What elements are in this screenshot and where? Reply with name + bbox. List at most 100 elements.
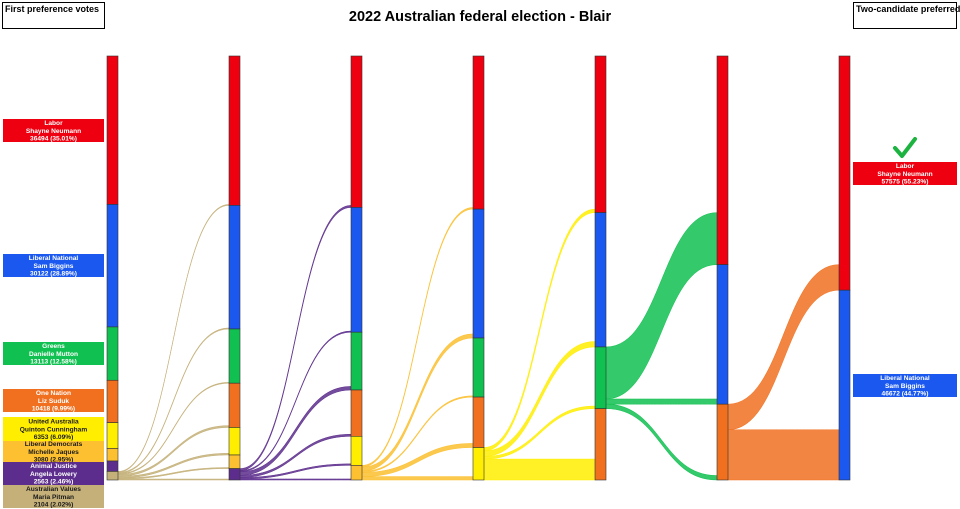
bar-layer [106, 55, 851, 481]
bar-onp-round-6 [716, 403, 729, 481]
first-pref-lab-result: 36494 (35.01%) [30, 135, 77, 142]
flow-avp-to-lab-round-1 [117, 204, 230, 473]
tcp-lab-result: 57575 (55.23%) [882, 178, 929, 185]
first-preference-header: First preference votes [2, 2, 105, 29]
tcp-lab-name: Shayne Neumann [877, 171, 932, 178]
first-pref-grn-box [3, 342, 104, 365]
first-pref-ajp-party: Animal Justice [30, 463, 77, 470]
first-pref-ajp-name: Angela Lowery [30, 471, 77, 478]
flow-grn-to-lab-round-5 [605, 212, 718, 400]
bar-onp-round-1 [106, 379, 119, 423]
first-pref-grn-name: Danielle Mutton [29, 351, 78, 358]
first-pref-ldp-party: Liberal Democrats [25, 441, 83, 448]
bar-lab-round-2 [228, 55, 241, 206]
bar-grn-round-4 [472, 337, 485, 398]
first-pref-lnp-box [3, 254, 104, 277]
bar-lab-round-6 [716, 55, 729, 265]
flow-ajp-to-lnp-round-2 [239, 330, 352, 473]
first-pref-uap-name: Quinton Cunningham [20, 426, 88, 433]
flow-onp-to-lab-round-6 [727, 264, 840, 430]
tcp-lnp-box [853, 374, 957, 397]
flow-ajp-to-grn-round-2 [239, 386, 352, 476]
first-preference-header-label: First preference votes [5, 4, 99, 14]
first-pref-lab-party: Labor [44, 120, 63, 127]
flow-uap-to-onp-round-4 [483, 458, 596, 481]
bar-lab-round-7 [838, 55, 851, 291]
bar-onp-round-3 [350, 389, 363, 437]
bar-uap-round-4 [472, 447, 485, 481]
bar-uap-round-3 [350, 436, 363, 466]
bar-ldp-round-3 [350, 465, 363, 481]
bar-lnp-round-3 [350, 207, 363, 333]
bar-uap-round-2 [228, 427, 241, 456]
first-pref-avp-party: Australian Values [26, 486, 81, 493]
flow-onp-to-lnp-round-6 [727, 429, 840, 481]
bar-lab-round-5 [594, 55, 607, 213]
bar-lnp-round-6 [716, 264, 729, 405]
first-pref-lnp-party: Liberal National [29, 255, 79, 262]
flow-uap-to-lab-round-4 [483, 208, 596, 452]
bar-lnp-round-4 [472, 208, 485, 339]
first-pref-lab-name: Shayne Neumann [26, 128, 81, 135]
bar-grn-round-2 [228, 328, 241, 384]
first-pref-ldp-result: 3080 (2.95%) [34, 456, 74, 463]
two-candidate-header-label: Two-candidate preferred [856, 4, 960, 14]
chart-title: 2022 Australian federal election - Blair [349, 9, 612, 25]
bar-onp-round-5 [594, 408, 607, 481]
bar-grn-round-1 [106, 326, 119, 381]
first-pref-ajp-box [3, 462, 104, 485]
first-pref-onp-party: One Nation [36, 390, 71, 397]
first-pref-ajp-result: 2563 (2.46%) [34, 478, 74, 485]
bar-lab-round-4 [472, 55, 485, 210]
first-pref-uap-result: 6353 (6.09%) [34, 434, 74, 441]
flow-grn-to-onp-round-5 [605, 403, 718, 481]
first-pref-lab-box [3, 119, 104, 142]
flow-ajp-to-ldp-round-2 [239, 478, 352, 481]
bar-onp-round-2 [228, 382, 241, 428]
tcp-lnp-name: Sam Biggins [885, 383, 925, 390]
flow-ldp-to-uap-round-3 [361, 476, 474, 481]
bar-lab-round-1 [106, 55, 119, 205]
bar-lab-round-3 [350, 55, 363, 208]
first-pref-onp-result: 10418 (9.99%) [32, 405, 75, 412]
bar-grn-round-5 [594, 346, 607, 409]
first-pref-uap-box [3, 417, 104, 441]
bar-ldp-round-2 [228, 454, 241, 469]
flow-grn-to-lnp-round-5 [605, 398, 718, 405]
bar-ajp-round-2 [228, 468, 241, 481]
bar-ldp-round-1 [106, 448, 119, 462]
first-pref-uap-party: United Australia [28, 419, 79, 426]
first-pref-lnp-result: 30122 (28.89%) [30, 270, 77, 277]
first-pref-avp-name: Maria Pitman [33, 494, 74, 501]
first-pref-avp-result: 2104 (2.02%) [34, 501, 74, 508]
first-pref-grn-party: Greens [42, 343, 65, 350]
bar-grn-round-3 [350, 331, 363, 391]
first-pref-onp-name: Liz Suduk [38, 398, 69, 405]
first-pref-lnp-name: Sam Biggins [34, 263, 74, 270]
flow-ldp-to-lnp-round-3 [361, 333, 474, 472]
tcp-lab-box [853, 162, 957, 185]
first-pref-onp-box [3, 389, 104, 412]
tcp-lnp-result: 46672 (44.77%) [882, 390, 929, 397]
bar-lnp-round-1 [106, 204, 119, 328]
bar-lnp-round-7 [838, 289, 851, 481]
flow-ldp-to-onp-round-3 [361, 443, 474, 477]
bar-avp-round-1 [106, 471, 119, 481]
tcp-lab-party: Labor [896, 163, 915, 170]
first-pref-ldp-name: Michelle Jaques [28, 449, 79, 456]
two-candidate-header: Two-candidate preferred [853, 2, 960, 29]
bar-uap-round-1 [106, 422, 119, 449]
